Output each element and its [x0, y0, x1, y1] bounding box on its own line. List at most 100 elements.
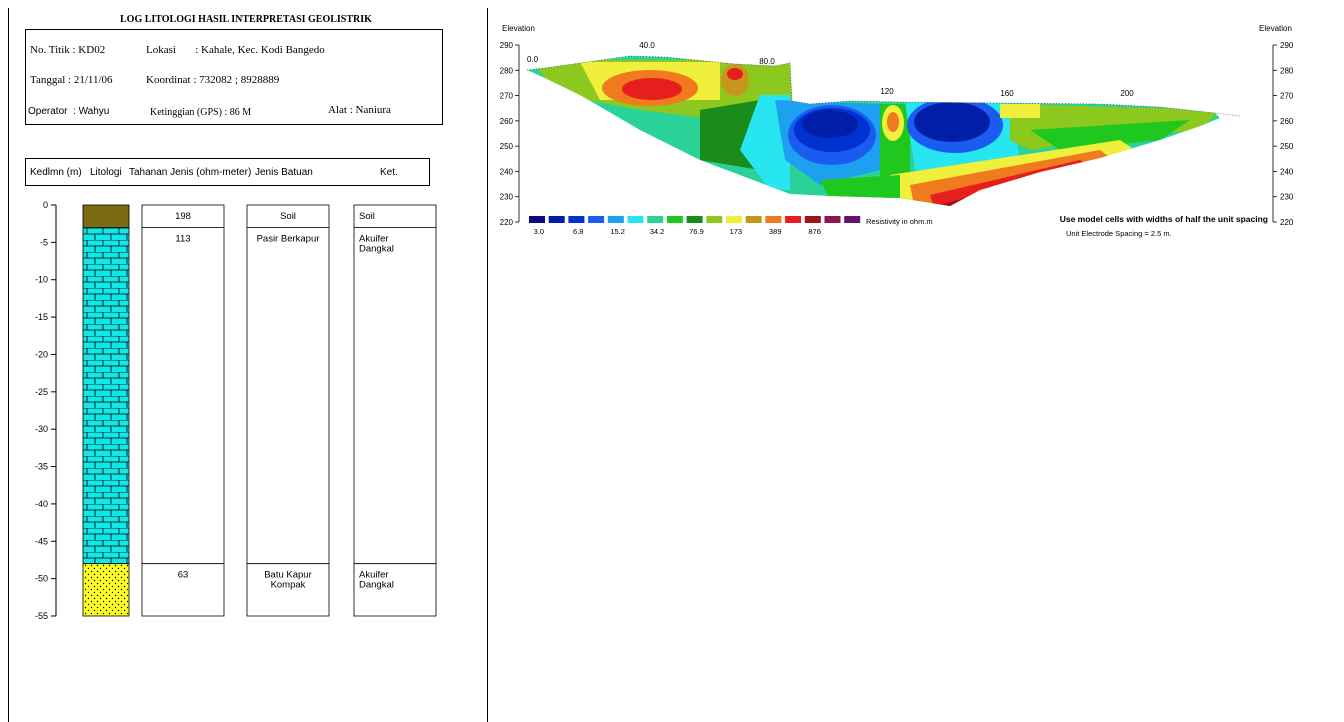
depth-axis: 0 -5 -10 -15 -20 -25 -30 -35 -40 -45 -50 -55: [35, 200, 57, 621]
depth-tick-label: -55: [35, 611, 48, 621]
header-litologi: Litologi: [90, 167, 122, 178]
legend-value: 76.9: [689, 227, 704, 236]
header-jenis: Jenis Batuan: [255, 167, 313, 178]
elevation-tick-label: 240: [500, 167, 514, 176]
depth-tick-label: -20: [35, 349, 48, 359]
depth-tick-label: -35: [35, 462, 48, 472]
remark-cell-box: [353, 563, 437, 617]
elevation-tick-label: 280: [500, 66, 514, 75]
legend-swatch: [686, 216, 703, 223]
lithology-layer: [82, 563, 130, 617]
distance-label: 40.0: [639, 41, 655, 50]
resistivity-legend: 3.0 6.8 15.2 34.2 76.9 173 389 876: [529, 216, 861, 236]
resistivity-cell-box: [141, 227, 225, 565]
legend-swatch: [627, 216, 644, 223]
legend-label: Resistivity in ohm.m: [866, 217, 933, 226]
depth-tick-label: -45: [35, 536, 48, 546]
resistivity-cell: 113: [175, 233, 190, 244]
remark-cell: Akuifer: [359, 233, 389, 244]
note-bold: Use model cells with widths of half the …: [1060, 214, 1268, 224]
rock-type-cell: Batu Kapur: [264, 570, 312, 581]
legend-swatch: [588, 216, 605, 223]
rock-type-cell-box: [246, 563, 330, 617]
elevation-label-right: Elevation: [1259, 24, 1292, 33]
elevation-tick-label: 240: [1280, 167, 1294, 176]
legend-value: 876: [808, 227, 821, 236]
elevation-tick-label: 220: [500, 218, 514, 227]
lithology-layer: [82, 204, 130, 228]
legend-swatch: [706, 216, 723, 223]
legend-swatch: [804, 216, 821, 223]
elevation-tick-label: 230: [1280, 193, 1294, 202]
depth-tick-label: 0: [43, 200, 48, 210]
distance-label: 0.0: [527, 55, 539, 64]
legend-value: 389: [769, 227, 782, 236]
elevation-tick-label: 250: [1280, 142, 1294, 151]
legend-swatch: [529, 216, 545, 223]
log-panel: [8, 8, 488, 722]
depth-tick-label: -10: [35, 275, 48, 285]
distance-labels: 0.0 40.0 80.0 120 160 200: [527, 41, 1134, 98]
info-box: No. Titik : KD02 Lokasi : Kahale, Kec. K…: [25, 29, 443, 125]
elevation-tick-label: 260: [1280, 117, 1294, 126]
log-title: LOG LITOLOGI HASIL INTERPRETASI GEOLISTR…: [120, 14, 372, 25]
alat: Alat : Naniura: [328, 104, 391, 116]
legend-swatch: [607, 216, 624, 223]
elevation-tick-label: 290: [1280, 41, 1294, 50]
depth-tick-label: -5: [40, 237, 48, 247]
lithology-layer: [82, 227, 130, 565]
operator: Operator : Wahyu: [28, 106, 110, 117]
no-titik: No. Titik : KD02: [30, 44, 106, 56]
elevation-tick-label: 280: [1280, 66, 1294, 75]
distance-label: 200: [1120, 89, 1134, 98]
legend-swatch: [765, 216, 782, 223]
rock-type-cell: Kompak: [271, 580, 306, 591]
elevation-axes: 290 290 280 280 270 270 260 260 250 250 240 240 230 2…: [500, 41, 1294, 227]
resistivity-model: [527, 56, 1220, 206]
remark-cell: Dangkal: [359, 243, 394, 254]
legend-swatch: [844, 216, 861, 223]
legend-swatch: [726, 216, 742, 223]
legend-swatch: [568, 216, 585, 223]
resistivity-cell-box: [141, 563, 225, 617]
legend-value: 173: [730, 227, 743, 236]
elevation-tick-label: 220: [1280, 218, 1294, 227]
legend-swatch: [548, 216, 565, 223]
resistivity-cell: 63: [178, 570, 189, 581]
remark-cell: Akuifer: [359, 570, 389, 581]
header-ket: Ket.: [380, 167, 398, 178]
note-spacing: Unit Electrode Spacing = 2.5 m.: [1066, 229, 1172, 238]
legend-swatch: [785, 216, 802, 223]
remark-cell-box: [353, 227, 437, 565]
ketinggian: Ketinggian (GPS) : 86 M: [150, 107, 252, 118]
legend-value: 6.8: [573, 227, 583, 236]
koordinat: Koordinat : 732082 ; 8928889: [146, 74, 280, 86]
distance-label: 80.0: [759, 57, 775, 66]
depth-tick-label: -15: [35, 312, 48, 322]
depth-tick-label: -25: [35, 387, 48, 397]
remark-cell: Soil: [359, 211, 375, 222]
lithology-log: 0 -5 -10 -15 -20 -25 -30 -35 -40 -45 -50 -55 198 Soi…: [35, 200, 437, 621]
distance-label: 160: [1000, 89, 1014, 98]
legend-value: 15.2: [610, 227, 625, 236]
elevation-tick-label: 250: [500, 142, 514, 151]
depth-tick-label: -30: [35, 424, 48, 434]
depth-tick-label: -40: [35, 499, 48, 509]
remark-cell: Dangkal: [359, 580, 394, 591]
lokasi: Lokasi : Kahale, Kec. Kodi Bangedo: [146, 44, 325, 56]
legend-value: 34.2: [650, 227, 665, 236]
rock-type-cell: Pasir Berkapur: [257, 233, 320, 244]
tanggal: Tanggal : 21/11/06: [30, 74, 113, 86]
elevation-tick-label: 260: [500, 117, 514, 126]
column-header-box: Kedlmn (m) Litologi Tahanan Jenis (ohm-m…: [25, 158, 430, 186]
distance-label: 120: [880, 87, 894, 96]
rock-type-cell-box: [246, 227, 330, 565]
header-tahanan: Tahanan Jenis (ohm-meter): [129, 167, 252, 178]
header-kedalaman: Kedlmn (m): [30, 167, 82, 178]
legend-swatch: [824, 216, 841, 223]
legend-swatch: [666, 216, 683, 223]
elevation-tick-label: 270: [500, 92, 514, 101]
resistivity-cell: 198: [175, 211, 191, 222]
elevation-tick-label: 290: [500, 41, 514, 50]
